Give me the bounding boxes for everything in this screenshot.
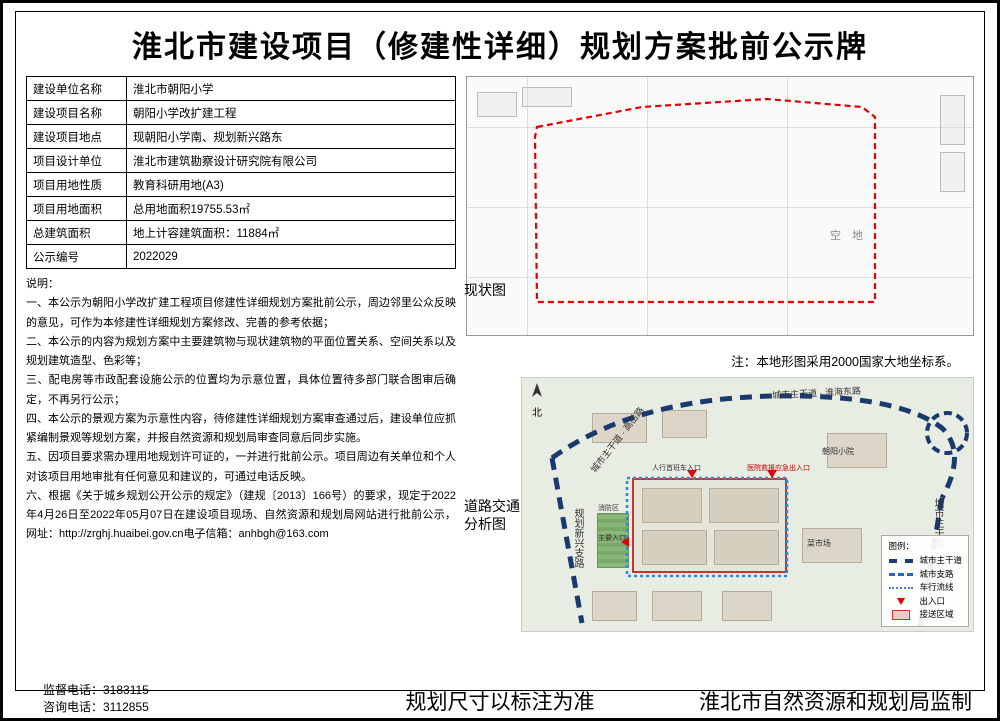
notes-section: 说明： 一、本公示为朝阳小学改扩建工程项目修建性详细规划方案批前公示，周边邻里公… xyxy=(26,275,456,545)
table-row: 项目用地面积总用地面积19755.53㎡ xyxy=(27,197,456,221)
info-value: 总用地面积19755.53㎡ xyxy=(127,197,456,221)
legend-item: 接送区域 xyxy=(888,608,962,622)
table-row: 建设项目名称朝阳小学改扩建工程 xyxy=(27,101,456,125)
status-map: 空 地 xyxy=(466,76,974,336)
project-info-table: 建设单位名称淮北市朝阳小学建设项目名称朝阳小学改扩建工程建设项目地点现朝阳小学南… xyxy=(26,76,456,269)
info-value: 教育科研用地(A3) xyxy=(127,173,456,197)
right-column: 空 地 现状图 注：本地形图采用2000国家大地坐标系。 道路交通分析图 xyxy=(466,76,974,666)
table-row: 建设单位名称淮北市朝阳小学 xyxy=(27,77,456,101)
red-boundary xyxy=(467,77,973,335)
info-label: 建设单位名称 xyxy=(27,77,127,101)
info-label: 项目用地性质 xyxy=(27,173,127,197)
note-paragraph: 四、本公示的景观方案为示意性内容，待修建性详细规划方案审查通过后，建设单位应抓紧… xyxy=(26,410,456,449)
table-row: 建设项目地点现朝阳小学南、规划新兴路东 xyxy=(27,125,456,149)
note-paragraph: 一、本公示为朝阳小学改扩建工程项目修建性详细规划方案批前公示，周边邻里公众反映的… xyxy=(26,294,456,333)
legend-item: 城市主干道 xyxy=(888,554,962,568)
traffic-map: 北 xyxy=(521,377,974,632)
label-main-entry: 主要入口 xyxy=(598,533,626,543)
table-row: 公示编号2022029 xyxy=(27,245,456,269)
note-paragraph: 三、配电房等市政配套设施公示的位置均为示意位置，具体位置待多部门联合图审后确定，… xyxy=(26,371,456,410)
info-value: 地上计容建筑面积：11884㎡ xyxy=(127,221,456,245)
info-label: 建设项目地点 xyxy=(27,125,127,149)
info-label: 建设项目名称 xyxy=(27,101,127,125)
label-hospital: 医院救援应急出入口 xyxy=(747,463,810,473)
info-label: 公示编号 xyxy=(27,245,127,269)
map2-label: 道路交通分析图 xyxy=(464,497,520,533)
label-school: 朝阳小院 xyxy=(822,446,854,457)
label-people-entry: 人行首班车入口 xyxy=(652,463,701,473)
label-service: 消防区 xyxy=(598,503,619,513)
notes-heading: 说明： xyxy=(26,275,456,294)
info-value: 淮北市建筑勘察设计研究院有限公司 xyxy=(127,149,456,173)
note-paragraph: 六、根据《关于城乡规划公开公示的规定》（建规〔2013〕166号）的要求，现定于… xyxy=(26,487,456,545)
table-row: 总建筑面积地上计容建筑面积：11884㎡ xyxy=(27,221,456,245)
legend-item: 车行流线 xyxy=(888,581,962,595)
page-title: 淮北市建设项目（修建性详细）规划方案批前公示牌 xyxy=(26,18,974,76)
left-column: 建设单位名称淮北市朝阳小学建设项目名称朝阳小学改扩建工程建设项目地点现朝阳小学南… xyxy=(26,76,456,666)
info-label: 项目设计单位 xyxy=(27,149,127,173)
info-value: 现朝阳小学南、规划新兴路东 xyxy=(127,125,456,149)
coord-note: 注：本地形图采用2000国家大地坐标系。 xyxy=(466,346,974,375)
info-label: 总建筑面积 xyxy=(27,221,127,245)
info-value: 朝阳小学改扩建工程 xyxy=(127,101,456,125)
legend-item: 出入口 xyxy=(888,595,962,609)
info-label: 项目用地面积 xyxy=(27,197,127,221)
table-row: 项目设计单位淮北市建筑勘察设计研究院有限公司 xyxy=(27,149,456,173)
table-row: 项目用地性质教育科研用地(A3) xyxy=(27,173,456,197)
map-legend: 图例： 城市主干道城市支路车行流线出入口接送区域 xyxy=(881,535,969,627)
map1-label: 现状图 xyxy=(464,281,506,299)
footer-right: 淮北市自然资源和规划局监制 xyxy=(699,686,972,716)
note-paragraph: 五、因项目要求需办理用地规划许可证的，一并进行批前公示。项目周边有关单位和个人对… xyxy=(26,448,456,487)
info-value: 淮北市朝阳小学 xyxy=(127,77,456,101)
info-value: 2022029 xyxy=(127,245,456,269)
road-xinxing: 规划新兴支路 xyxy=(570,508,585,568)
label-market: 菜市场 xyxy=(807,538,831,549)
lot-label: 空 地 xyxy=(830,227,863,243)
legend-item: 城市支路 xyxy=(888,568,962,582)
note-paragraph: 二、本公示的内容为规划方案中主要建筑物与现状建筑物的平面位置关系、空间关系以及规… xyxy=(26,333,456,372)
